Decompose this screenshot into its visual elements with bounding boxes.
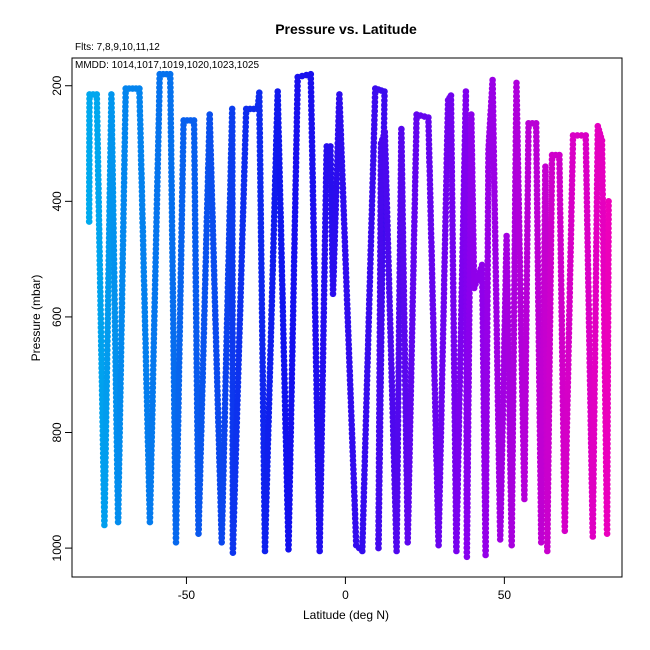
chart-title: Pressure vs. Latitude (275, 21, 417, 37)
scatter-marks (85, 70, 612, 561)
dates-annotation: MMDD: 1014,1017,1019,1020,1023,1025 (75, 60, 259, 71)
flights-annotation: Flts: 7,8,9,10,11,12 (75, 42, 160, 53)
